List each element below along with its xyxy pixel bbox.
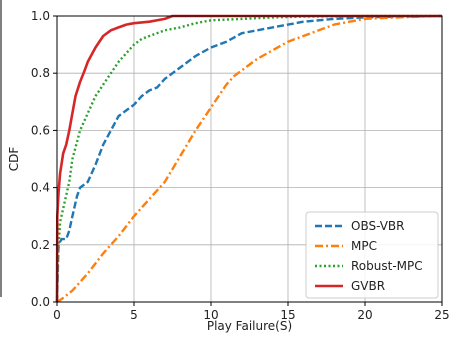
legend-items: OBS-VBR MPC Robust-MPC GVBR [315,219,423,293]
x-axis-label: Play Failure(S) [207,319,292,333]
y-tick-label: 0.4 [31,181,50,195]
legend-box [305,211,439,299]
x-tick-label: 5 [130,308,138,322]
legend-label-robust-mpc: Robust-MPC [351,259,423,273]
axis-ticks: 0 5 10 15 20 25 0.0 0.2 0.4 0.6 0.8 1.0 [31,9,449,322]
legend-label-obs-vbr: OBS-VBR [351,219,405,233]
y-tick-label: 0.8 [31,66,50,80]
x-tick-label: 20 [357,308,372,322]
y-tick-label: 0.0 [31,295,50,309]
plot-frame [56,15,443,303]
legend-label-mpc: MPC [351,239,377,253]
legend: OBS-VBR MPC Robust-MPC GVBR [305,211,439,299]
x-tick-label: 10 [203,308,218,322]
y-tick-label: 0.6 [31,123,50,137]
legend-label-gvbr: GVBR [351,279,385,293]
x-tick-label: 25 [434,308,449,322]
x-tick-label: 15 [280,308,295,322]
series-line-mpc [56,14,443,304]
y-axis-label: CDF [7,147,21,172]
y-tick-label: 1.0 [31,9,50,23]
series-line-robust-mpc [55,14,442,303]
x-tick-label: 0 [53,308,61,322]
series-line-obs-vbr [55,14,443,303]
y-tick-label: 0.2 [31,238,50,252]
